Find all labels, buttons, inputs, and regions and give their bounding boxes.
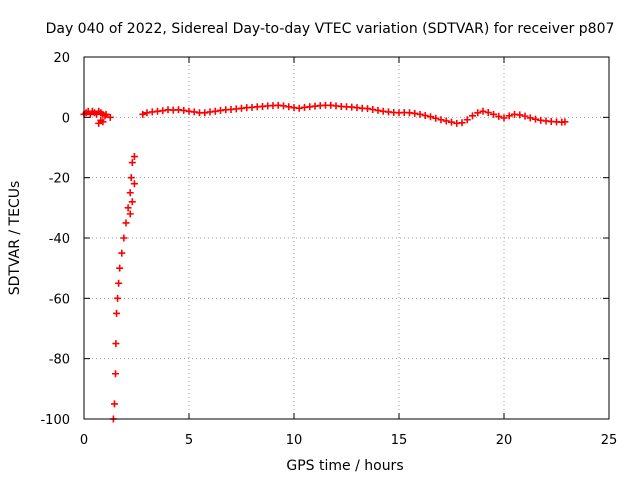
data-point (139, 110, 147, 118)
data-point (122, 219, 130, 227)
data-point (130, 180, 138, 188)
x-tick-label: 5 (185, 433, 193, 448)
data-point (124, 204, 132, 212)
x-tick-label: 20 (496, 433, 513, 448)
x-tick-label: 15 (391, 433, 408, 448)
data-point (374, 106, 382, 114)
x-tick-label: 25 (601, 433, 618, 448)
data-point (143, 109, 151, 117)
data-point (130, 153, 138, 161)
data-point (416, 110, 424, 118)
data-point (495, 112, 503, 120)
data-points (80, 101, 569, 423)
data-point (112, 340, 120, 348)
data-point (432, 114, 440, 122)
data-point (411, 109, 419, 117)
y-tick-label: 0 (62, 111, 70, 126)
chart-title: Day 040 of 2022, Sidereal Day-to-day VTE… (46, 21, 615, 37)
data-point (469, 112, 476, 120)
y-tick-label: -60 (49, 292, 70, 307)
data-point (474, 109, 482, 117)
data-point (295, 104, 303, 112)
data-point (442, 117, 450, 125)
data-point (490, 110, 497, 118)
data-point (190, 108, 198, 116)
data-point (561, 118, 569, 126)
data-point (463, 116, 471, 124)
data-point (159, 107, 167, 115)
data-point (101, 112, 109, 120)
x-tick-label: 10 (286, 433, 303, 448)
x-axis-label: GPS time / hours (286, 458, 403, 474)
data-point (484, 109, 492, 117)
data-point (211, 107, 219, 115)
y-tick-label: -40 (49, 232, 70, 247)
data-point (500, 114, 508, 122)
y-tick-label: -80 (49, 353, 70, 368)
data-point (102, 110, 110, 118)
data-point (505, 112, 513, 120)
axis-ticks: 0 5 10 15 20 25 20 0 -20 -40 -60 -80 -100 (40, 51, 617, 448)
data-point (521, 112, 529, 120)
data-point (126, 189, 134, 197)
data-point (516, 111, 524, 119)
data-point (112, 370, 119, 378)
y-tick-label: -20 (49, 172, 70, 187)
y-tick-label: -100 (40, 413, 70, 428)
data-point (201, 109, 209, 117)
x-tick-label: 0 (80, 433, 88, 448)
data-point (364, 105, 371, 113)
data-point (106, 113, 114, 121)
data-point (127, 174, 135, 182)
y-tick-label: 20 (53, 51, 70, 66)
data-point (180, 106, 188, 114)
data-point (113, 309, 121, 317)
data-point (120, 234, 128, 242)
data-point (128, 159, 136, 167)
data-point (437, 116, 445, 124)
data-point (99, 118, 107, 126)
data-point (532, 115, 539, 123)
data-point (448, 118, 455, 126)
data-point (285, 103, 293, 111)
data-point (427, 113, 434, 121)
data-point (115, 279, 123, 287)
y-axis-label: SDTVAR / TECUs (7, 181, 23, 296)
data-point (280, 102, 287, 110)
data-point (526, 114, 534, 122)
data-point (458, 119, 466, 127)
data-point (128, 198, 136, 206)
data-point (116, 264, 124, 272)
data-point (421, 112, 429, 120)
data-point (126, 210, 134, 218)
data-point (114, 294, 122, 302)
data-point (369, 105, 377, 113)
data-point (118, 249, 126, 257)
data-point (479, 107, 487, 115)
data-point (110, 400, 118, 408)
